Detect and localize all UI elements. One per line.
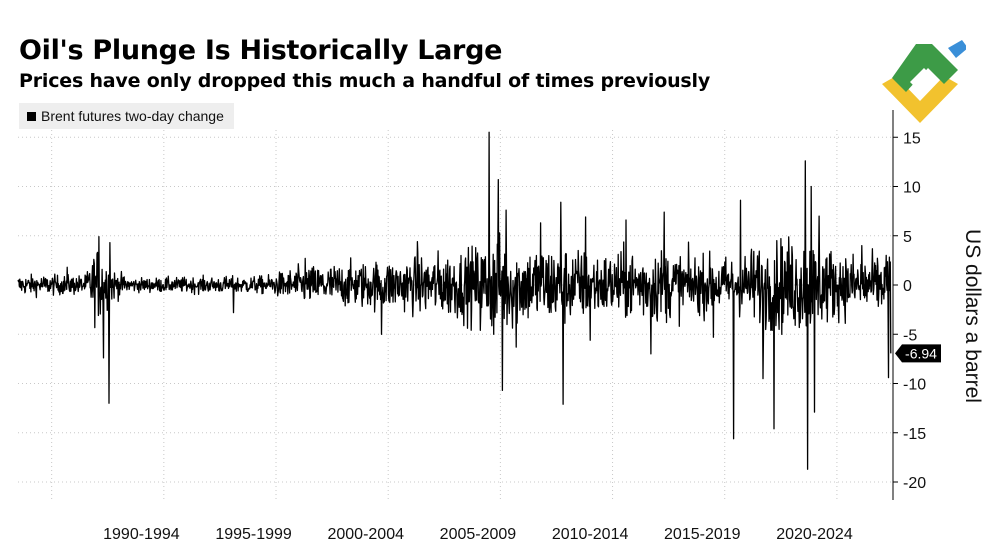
legend: Brent futures two-day change [19,103,234,129]
logo-shape-green [892,44,958,92]
x-tick-label: 2000-2004 [327,526,404,543]
logo-shape-yellow [882,76,958,123]
grid-layer [18,130,893,500]
y-axis-label: US dollars a barrel [961,229,984,403]
chart-title: Oil's Plunge Is Historically Large [19,35,503,66]
x-tick-label: 1990-1994 [103,526,180,543]
x-tick-label: 2020-2024 [776,526,853,543]
legend-swatch-icon [27,111,36,121]
y-tick-label: 15 [903,130,921,147]
brand-logo-icon [882,40,966,123]
data-layer [17,131,892,470]
y-tick-label: 0 [903,278,912,295]
logo-shape-blue [948,40,966,58]
last-value-label: -6.94 [905,345,937,361]
x-tick-label: 1995-1999 [215,526,292,543]
last-value-callout [895,344,941,363]
y-tick-label: -20 [903,475,926,492]
y-tick-label: 10 [903,180,921,197]
y-tick-label: 5 [903,229,912,246]
legend-label: Brent futures two-day change [41,108,224,124]
y-axis-label-text: US dollars a barrel [961,229,984,403]
axis-layer: 15 10 5 0 -5 -10 -15 -20 1990-1994 1995-1999 2000-… [103,110,941,543]
y-tick-label: -15 [903,426,926,443]
chart-subtitle: Prices have only dropped this much a han… [19,70,711,92]
x-tick-label: 2015-2019 [664,526,741,543]
y-tick-label: -10 [903,377,926,394]
y-tick-label: -5 [903,327,917,344]
x-tick-label: 2010-2014 [552,526,629,543]
series-line [17,131,892,470]
logo-shape-white [910,68,932,90]
x-tick-label: 2005-2009 [440,526,517,543]
